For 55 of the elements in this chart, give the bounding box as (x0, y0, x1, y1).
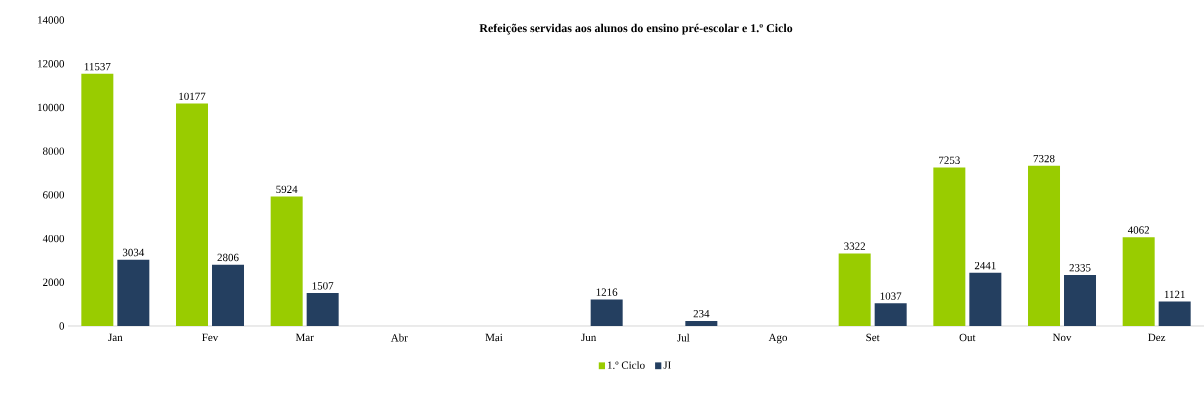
y-tick-label: 12000 (38, 60, 65, 68)
bar (212, 264, 244, 326)
x-tick-label: Ago (768, 333, 788, 344)
bar (1158, 301, 1191, 326)
data-label: 1121 (1164, 290, 1185, 298)
x-tick-label: Fev (202, 333, 219, 342)
data-label: 5924 (276, 185, 298, 193)
bar (306, 293, 339, 326)
data-label: 1507 (312, 282, 334, 290)
x-tick-label: Dez (1148, 333, 1166, 342)
bar (874, 303, 907, 326)
x-tick-label: Jun (581, 333, 597, 342)
x-tick-label: Mai (485, 333, 503, 342)
bar (838, 253, 871, 326)
data-label: 2335 (1069, 264, 1091, 272)
bar (1122, 237, 1155, 326)
bar (590, 299, 623, 326)
y-tick-label: 8000 (42, 147, 65, 155)
bar (685, 320, 718, 326)
data-label: 1216 (596, 288, 618, 296)
y-tick-label: 14000 (38, 16, 65, 24)
data-label: 7253 (939, 156, 960, 164)
data-label: 234 (693, 310, 710, 318)
data-label: 4062 (1127, 226, 1150, 234)
x-tick-label: Nov (1052, 333, 1072, 342)
bar (969, 272, 1002, 326)
y-tick-label: 0 (59, 322, 65, 330)
data-label: 11537 (84, 62, 111, 71)
y-tick-label: 2000 (43, 278, 65, 286)
y-tick-label: 6000 (43, 191, 65, 199)
data-label: 3322 (844, 242, 866, 250)
data-label: 1037 (880, 292, 902, 300)
x-tick-label: Jul (677, 333, 690, 342)
data-label: 3034 (122, 248, 145, 257)
bar (270, 196, 303, 326)
x-tick-label: Jan (108, 333, 123, 342)
chart-title: Refeições servidas aos alunos do ensino pré-escolar e 1.º Ciclo (479, 23, 793, 35)
bar (176, 103, 208, 326)
legend-label: JI (663, 361, 671, 369)
x-tick-label: Mar (295, 333, 314, 342)
data-label: 7328 (1033, 154, 1055, 163)
x-tick-label: Abr (390, 333, 408, 342)
y-tick-label: 4000 (42, 234, 65, 243)
y-tick-label: 10000 (38, 103, 65, 112)
x-tick-label: Out (959, 333, 976, 342)
bar (117, 259, 150, 326)
data-label: 10177 (179, 92, 206, 101)
x-tick-label: Set (866, 333, 880, 342)
bar (1028, 165, 1061, 326)
legend-label: 1.º Ciclo (607, 361, 645, 369)
data-label: 2806 (217, 253, 239, 262)
data-label: 2441 (974, 261, 996, 270)
bar (933, 167, 966, 326)
bar (1064, 274, 1097, 326)
bar (81, 73, 114, 326)
